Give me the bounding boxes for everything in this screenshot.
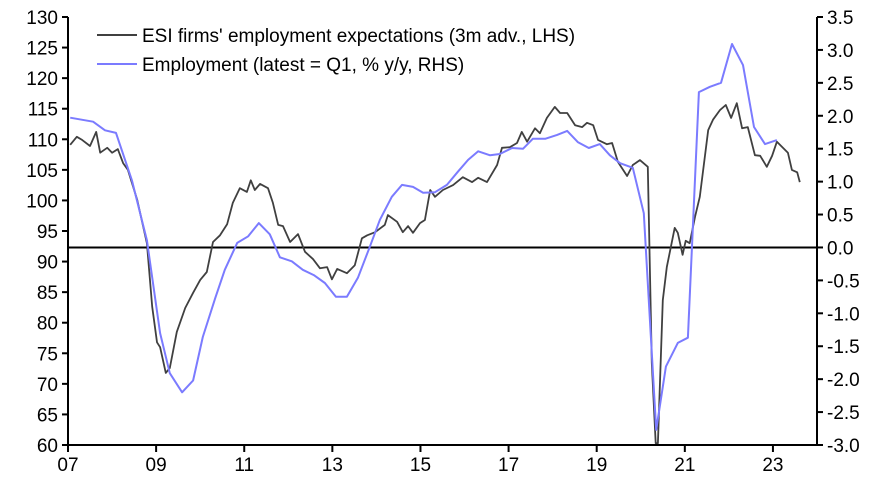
x-tick-label: 17: [498, 455, 519, 476]
legend-label-employment: Employment (latest = Q1, % y/y, RHS): [142, 55, 464, 76]
y-right-tick-label: 1.0: [827, 173, 853, 194]
x-tick-label: 23: [762, 455, 783, 476]
y-right-tick-label: -2.5: [827, 403, 860, 424]
y-right-tick-label: 2.0: [827, 107, 853, 128]
y-right-tick-label: -2.0: [827, 370, 860, 391]
x-tick-label: 09: [146, 455, 167, 476]
y-left-tick-label: 100: [26, 191, 58, 212]
y-right-tick-label: -3.0: [827, 436, 860, 457]
x-tick-label: 11: [234, 455, 254, 476]
y-left-tick-label: 125: [26, 39, 58, 60]
y-left-tick-label: 105: [26, 161, 58, 182]
y-right-tick-label: -0.5: [827, 271, 860, 292]
x-tick-label: 07: [57, 455, 78, 476]
y-right-tick-label: 1.5: [827, 140, 853, 161]
y-right-tick-label: 3.5: [827, 8, 853, 29]
x-tick-label: 15: [410, 455, 431, 476]
y-left-tick-label: 80: [37, 314, 58, 335]
y-left-tick-label: 75: [37, 344, 58, 365]
y-left-tick-label: 90: [37, 253, 58, 274]
legend: ESI firms' employment expectations (3m a…: [97, 26, 575, 76]
legend-label-esi: ESI firms' employment expectations (3m a…: [142, 26, 575, 47]
y-right-tick-label: -1.5: [827, 337, 860, 358]
y-left-tick-label: 115: [28, 100, 58, 121]
y-right-tick-label: 0.0: [827, 238, 853, 259]
y-right-tick-label: 0.5: [827, 206, 853, 227]
y-left-tick-label: 130: [26, 8, 58, 29]
series-line-employment: [70, 43, 778, 431]
series-line-esi: [69, 102, 801, 445]
y-left-tick-label: 95: [37, 222, 58, 243]
x-tick-label: 13: [322, 455, 343, 476]
y-left-tick-label: 65: [37, 405, 58, 426]
y-right-tick-label: -1.0: [827, 304, 860, 325]
y-right-tick-label: 3.0: [827, 41, 853, 62]
y-left-tick-label: 110: [28, 130, 58, 151]
y-left-tick-label: 85: [37, 283, 58, 304]
y-right-tick-label: 2.5: [827, 74, 853, 95]
y-left-tick-label: 70: [37, 375, 58, 396]
x-tick-label: 21: [674, 455, 695, 476]
y-left-tick-label: 60: [37, 436, 58, 457]
y-left-tick-label: 120: [26, 69, 58, 90]
x-tick-label: 19: [586, 455, 607, 476]
